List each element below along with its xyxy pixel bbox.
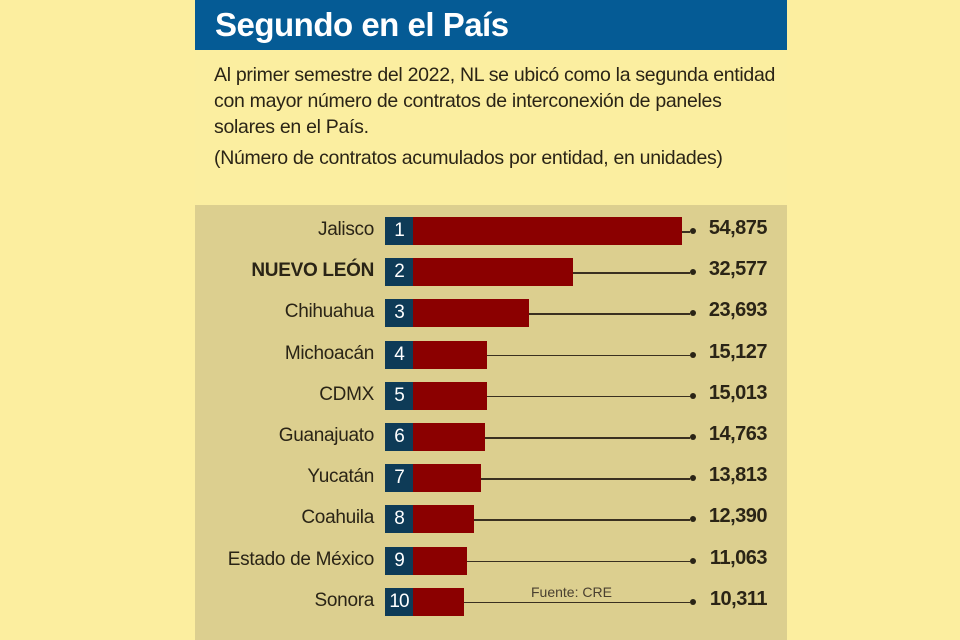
bar-row: Jalisco 1 54,875 xyxy=(195,217,787,245)
bar xyxy=(413,505,474,534)
value-label: 54,875 xyxy=(708,217,768,239)
bar-chart: Jalisco 1 54,875 NUEVO LEÓN 2 32,577 Chihuahua… xyxy=(195,205,787,640)
leader-line xyxy=(467,560,690,563)
leader-line xyxy=(486,395,690,398)
bar xyxy=(413,587,464,616)
description: Al primer semestre del 2022, NL se ubicó… xyxy=(214,64,776,138)
leader-line xyxy=(572,272,690,274)
leader-line xyxy=(480,478,690,480)
leader-line xyxy=(485,437,690,439)
value-label: 32,577 xyxy=(708,258,768,281)
category-label: Coahuila xyxy=(301,507,374,529)
bar-row: Coahuila 8 12,390 xyxy=(195,505,787,534)
category-label: Jalisco xyxy=(318,219,374,240)
leader-line xyxy=(487,354,690,357)
rank-badge: 4 xyxy=(385,340,413,369)
source-note: Fuente: CRE xyxy=(531,584,612,600)
rank-badge: 5 xyxy=(385,381,413,410)
leader-dot xyxy=(690,228,696,234)
bar-row: Chihuahua 3 23,693 xyxy=(195,299,787,328)
bar xyxy=(413,258,573,287)
category-label: NUEVO LEÓN xyxy=(251,260,374,282)
bar-row: Sonora 10 10,311 xyxy=(195,587,787,616)
leader-dot xyxy=(690,516,696,523)
header: Segundo en el País xyxy=(195,0,787,50)
bar-row: NUEVO LEÓN 2 32,577 xyxy=(195,258,787,287)
rank-badge: 8 xyxy=(385,505,413,534)
leader-line xyxy=(473,519,690,521)
value-label: 11,063 xyxy=(709,546,768,569)
leader-dot xyxy=(690,557,696,564)
leader-line xyxy=(463,601,690,604)
bar xyxy=(413,340,488,369)
bar-row: Yucatán 7 13,813 xyxy=(195,464,787,493)
category-label: Yucatán xyxy=(307,466,374,488)
units-note: (Número de contratos acumulados por enti… xyxy=(214,147,723,169)
value-label: 15,127 xyxy=(708,340,768,363)
category-label: CDMX xyxy=(319,383,374,405)
rank-badge: 1 xyxy=(385,217,413,245)
bar-row: CDMX 5 15,013 xyxy=(195,381,787,410)
category-label: Guanajuato xyxy=(278,425,375,446)
page-title: Segundo en el País xyxy=(215,6,509,43)
bar xyxy=(413,217,682,245)
value-label: 15,013 xyxy=(708,381,768,404)
category-label: Sonora xyxy=(314,589,375,611)
value-label: 13,813 xyxy=(708,464,768,487)
bar xyxy=(413,299,530,328)
value-label: 14,763 xyxy=(708,423,768,445)
leader-dot xyxy=(690,475,696,482)
rank-badge: 9 xyxy=(385,546,413,575)
rank-badge: 6 xyxy=(385,423,413,451)
rank-badge: 2 xyxy=(385,258,413,287)
leader-dot xyxy=(690,598,696,605)
rank-badge: 3 xyxy=(385,299,413,328)
category-label: Estado de México xyxy=(227,548,375,570)
bar-row: Estado de México 9 11,063 xyxy=(195,546,787,575)
bar xyxy=(413,546,468,575)
value-label: 23,693 xyxy=(708,299,768,322)
leader-dot xyxy=(690,351,696,358)
rank-badge: 7 xyxy=(385,464,413,493)
value-label: 12,390 xyxy=(708,505,768,528)
category-label: Chihuahua xyxy=(284,301,375,323)
value-label: 10,311 xyxy=(709,587,768,610)
leader-line xyxy=(529,313,690,315)
bar xyxy=(413,423,486,451)
bar xyxy=(413,464,481,493)
leader-dot xyxy=(690,310,696,317)
rank-badge: 10 xyxy=(385,587,413,616)
bar-row: Michoacán 4 15,127 xyxy=(195,340,787,369)
category-label: Michoacán xyxy=(284,342,374,364)
infographic-panel: Segundo en el País Al primer semestre de… xyxy=(195,0,787,640)
leader-dot xyxy=(690,434,696,440)
bar-row: Guanajuato 6 14,763 xyxy=(195,423,787,451)
leader-dot xyxy=(690,392,696,399)
bar xyxy=(413,381,487,410)
leader-line xyxy=(682,231,690,233)
leader-dot xyxy=(690,269,696,276)
